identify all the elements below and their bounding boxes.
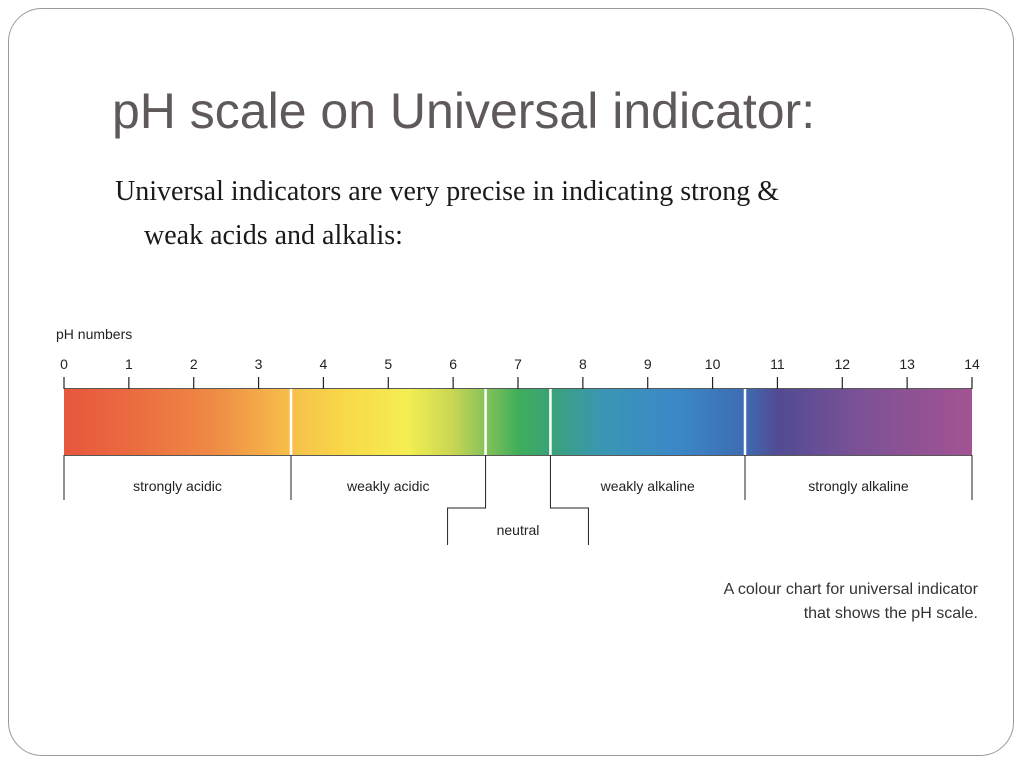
ph-tick-label-11: 11 bbox=[770, 356, 785, 372]
ph-tick-label-0: 0 bbox=[60, 356, 68, 372]
ph-numbers-label: pH numbers bbox=[56, 326, 132, 342]
neutral-bracket-left bbox=[447, 500, 487, 545]
range-label-1: weakly acidic bbox=[346, 478, 429, 494]
body-line-1: Universal indicators are very precise in… bbox=[115, 176, 780, 207]
ph-tick-label-2: 2 bbox=[190, 356, 198, 372]
slide-frame bbox=[8, 8, 1014, 756]
caption-line-2: that shows the pH scale. bbox=[804, 605, 978, 622]
range-label-0: strongly acidic bbox=[133, 478, 222, 494]
body-line-2: weak acids and alkalis: bbox=[144, 220, 403, 251]
ph-tick-label-9: 9 bbox=[644, 356, 652, 372]
ph-tick-label-12: 12 bbox=[834, 356, 850, 372]
neutral-label: neutral bbox=[497, 522, 540, 538]
caption-line-1: A colour chart for universal indicator bbox=[724, 581, 979, 598]
slide-title: pH scale on Universal indicator: bbox=[112, 83, 816, 139]
range-brackets: strongly acidic weakly acidic weakly alkal… bbox=[63, 455, 973, 500]
slide-body-text: Universal indicators are very precise in… bbox=[115, 170, 935, 258]
ph-tick-label-7: 7 bbox=[514, 356, 522, 372]
ph-tick-label-14: 14 bbox=[964, 356, 980, 372]
range-label-3: strongly alkaline bbox=[808, 478, 909, 494]
ph-color-bar bbox=[64, 389, 972, 455]
boundary-lines bbox=[289, 389, 747, 455]
neutral-bracket-right bbox=[549, 500, 589, 545]
ph-tick-label-3: 3 bbox=[255, 356, 263, 372]
ph-tick-label-4: 4 bbox=[320, 356, 328, 372]
ph-tick-label-8: 8 bbox=[579, 356, 587, 372]
ph-tick-label-1: 1 bbox=[125, 356, 133, 372]
ph-tick-label-10: 10 bbox=[705, 356, 721, 372]
ph-tick-label-13: 13 bbox=[899, 356, 915, 372]
ph-tick-label-6: 6 bbox=[449, 356, 457, 372]
range-label-2: weakly alkaline bbox=[600, 478, 695, 494]
ph-tick-label-5: 5 bbox=[384, 356, 392, 372]
neutral-bracket bbox=[447, 500, 589, 545]
